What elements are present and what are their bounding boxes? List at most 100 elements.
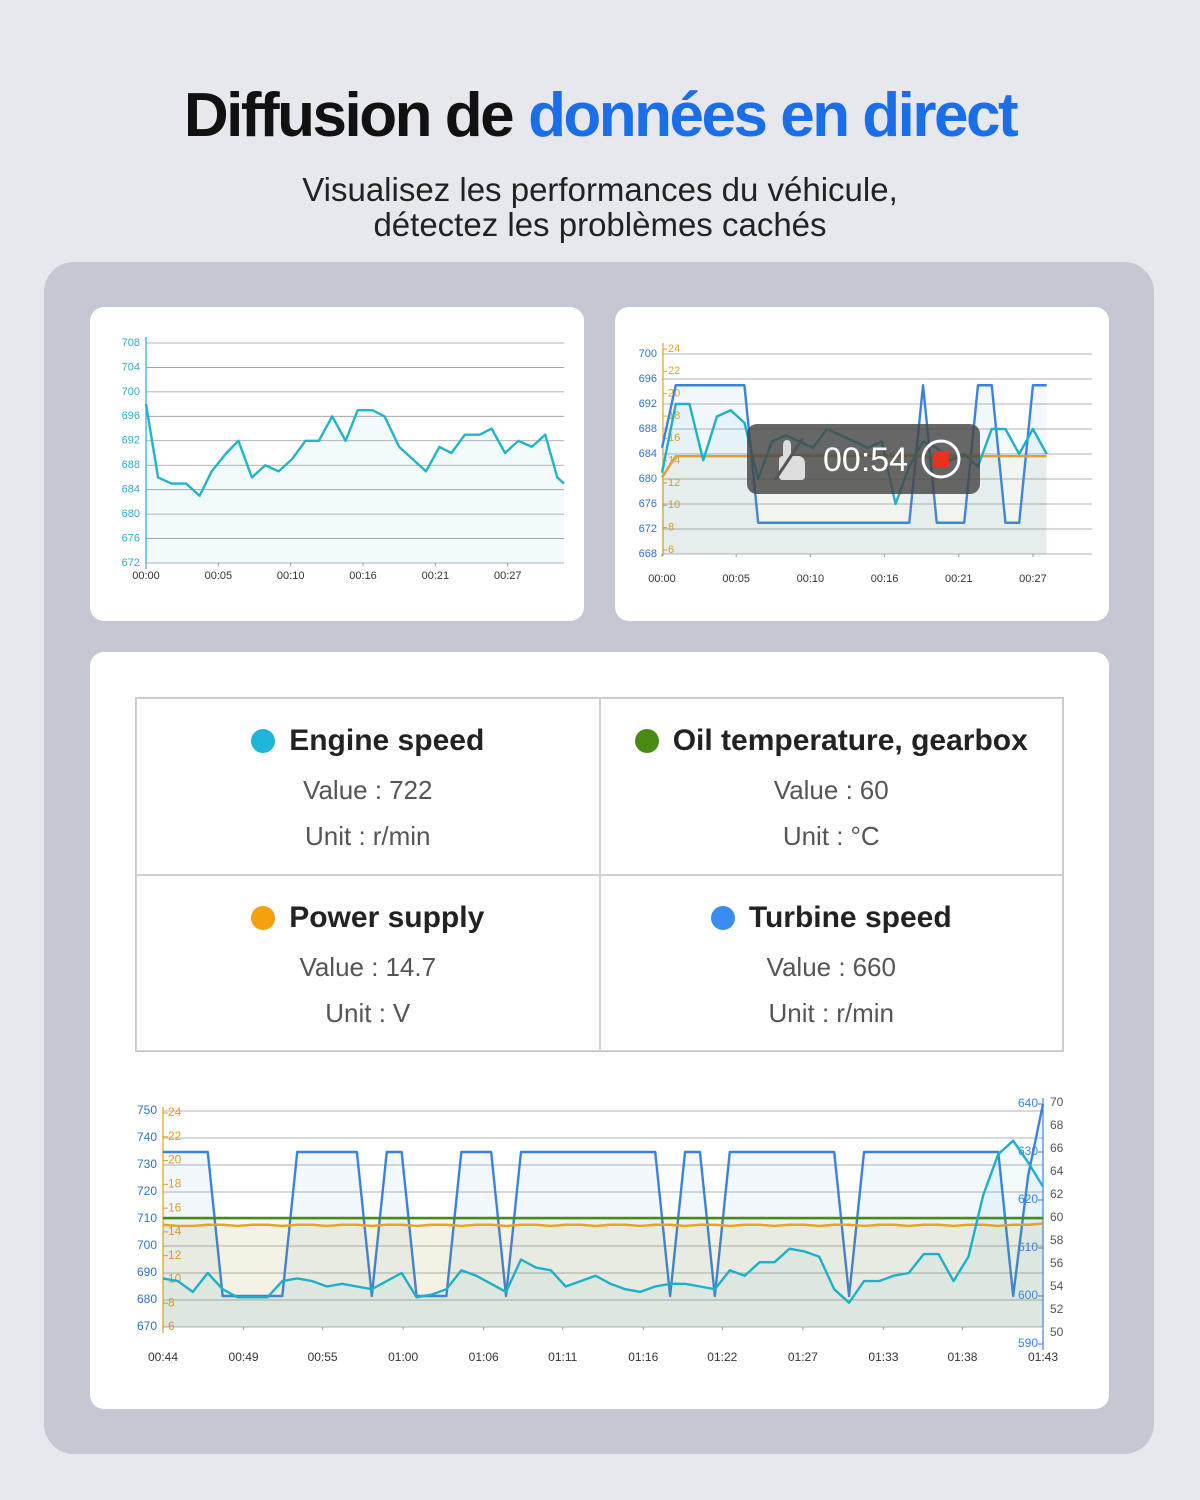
parameter-cell: Engine speed Value :722 Unit : r/min	[136, 698, 600, 875]
x-tick-label: 00:27	[494, 570, 522, 582]
subtitle: Visualisez les performances du véhicule,…	[0, 172, 1200, 242]
y-tick-label: 676	[122, 532, 140, 544]
y-tick-label: 750	[137, 1103, 157, 1117]
y3-tick-label: 600	[1018, 1288, 1038, 1302]
legend-dot	[634, 729, 659, 753]
unit: r/min	[372, 821, 431, 851]
x-tick-label: 00:16	[349, 570, 377, 582]
y4-tick-label: 56	[1050, 1256, 1064, 1270]
unit-row: Unit :V	[137, 998, 599, 1030]
y4-tick-label: 70	[1050, 1095, 1064, 1109]
recording-time: 00:54	[823, 441, 909, 479]
value-label: Value :	[773, 775, 853, 805]
x-tick-label: 01:43	[1028, 1350, 1058, 1364]
y2-tick-label: 6	[668, 544, 674, 556]
unit: °C	[850, 821, 880, 851]
stop-button[interactable]	[919, 437, 963, 481]
x-tick-label: 00:27	[1019, 573, 1047, 585]
y3-tick-label: 590	[1018, 1336, 1038, 1350]
y2-tick-label: 12	[168, 1248, 182, 1262]
y4-tick-label: 60	[1050, 1210, 1064, 1224]
y-tick-label: 680	[639, 473, 657, 485]
y4-tick-label: 68	[1050, 1118, 1064, 1132]
y-tick-label: 740	[137, 1130, 157, 1144]
parameter-table: Engine speed Value :722 Unit : r/min Oil tem…	[135, 697, 1064, 1052]
x-tick-label: 00:05	[722, 573, 750, 585]
series-line	[162, 1222, 1044, 1228]
y2-tick-label: 22	[668, 365, 680, 377]
parameter-header: Engine speed	[137, 721, 599, 761]
touch-icon	[773, 437, 805, 481]
y3-tick-label: 640	[1018, 1096, 1038, 1110]
y2-tick-label: 20	[168, 1153, 182, 1167]
series-line	[162, 1139, 1045, 1304]
x-tick-label: 00:05	[205, 570, 233, 582]
y2-tick-label: 8	[168, 1295, 175, 1309]
parameter-header: Power supply	[137, 898, 599, 938]
parameter-header: Oil temperature, gearbox	[601, 721, 1063, 761]
subtitle-line: Visualisez les performances du véhicule,	[302, 171, 898, 208]
unit-label: Unit :	[325, 997, 386, 1028]
x-tick-label: 01:00	[388, 1350, 418, 1364]
y-tick-label: 680	[137, 1292, 157, 1306]
x-tick-label: 00:21	[422, 570, 450, 582]
y2-tick-label: 12	[668, 477, 680, 489]
legend-dot	[710, 905, 735, 930]
y2-tick-label: 24	[168, 1105, 182, 1119]
y-tick-label: 668	[639, 548, 657, 560]
value: 722	[389, 775, 433, 805]
y-tick-label: 696	[639, 373, 657, 385]
value-label: Value :	[303, 775, 383, 805]
y2-tick-label: 10	[668, 499, 680, 511]
y2-tick-label: 22	[168, 1129, 182, 1143]
series-area	[163, 1104, 1043, 1327]
parameter-name: Power supply	[289, 900, 485, 934]
title-accent: données en direct	[528, 81, 1019, 150]
unit-row: Unit : r/min	[601, 998, 1063, 1030]
unit-row: Unit : r/min	[137, 821, 599, 853]
x-tick-label: 01:11	[548, 1350, 577, 1364]
y4-tick-label: 58	[1050, 1233, 1064, 1247]
value-row: Value :60	[601, 775, 1063, 807]
y4-tick-label: 54	[1050, 1279, 1064, 1293]
y3-tick-label: 610	[1018, 1240, 1038, 1254]
y-tick-label: 720	[137, 1184, 157, 1198]
value: 14.7	[385, 951, 437, 982]
y-tick-label: 704	[122, 361, 140, 373]
y-tick-label: 680	[122, 508, 140, 520]
y-tick-label: 708	[122, 337, 140, 349]
x-tick-label: 00:55	[308, 1350, 338, 1364]
unit-label: Unit :	[768, 997, 830, 1028]
value-label: Value :	[766, 951, 846, 982]
y-tick-label: 670	[137, 1319, 157, 1333]
value: 60	[859, 775, 889, 805]
y-tick-label: 684	[122, 484, 140, 496]
title-dark: Diffusion de	[183, 81, 515, 150]
page-title: Diffusion de données en direct	[0, 80, 1200, 151]
x-tick-label: 00:00	[132, 570, 160, 582]
x-tick-label: 00:10	[277, 570, 305, 582]
y-tick-label: 700	[137, 1238, 157, 1252]
parameter-name: Oil temperature, gearbox	[672, 724, 1028, 757]
y-tick-label: 696	[122, 410, 140, 422]
x-tick-label: 00:49	[229, 1350, 259, 1364]
legend-dot	[251, 905, 276, 930]
y2-tick-label: 14	[168, 1224, 182, 1238]
unit-row: Unit : °C	[601, 821, 1063, 853]
y-tick-label: 730	[137, 1157, 157, 1171]
unit-label: Unit :	[305, 821, 366, 851]
y-tick-label: 688	[122, 459, 140, 471]
parameter-cell: Power supply Value :14.7 Unit :V	[136, 874, 600, 1051]
y-tick-label: 688	[639, 423, 657, 435]
parameter-header: Turbine speed	[601, 898, 1063, 938]
y-tick-label: 672	[122, 557, 140, 569]
y-tick-label: 684	[639, 448, 657, 460]
legend-dot	[251, 729, 276, 753]
unit-label: Unit :	[782, 821, 844, 851]
y2-tick-label: 16	[168, 1200, 182, 1214]
y-tick-label: 690	[137, 1265, 157, 1279]
x-tick-label: 01:06	[469, 1350, 499, 1364]
y2-tick-label: 18	[168, 1177, 182, 1191]
x-tick-label: 01:33	[868, 1350, 898, 1364]
